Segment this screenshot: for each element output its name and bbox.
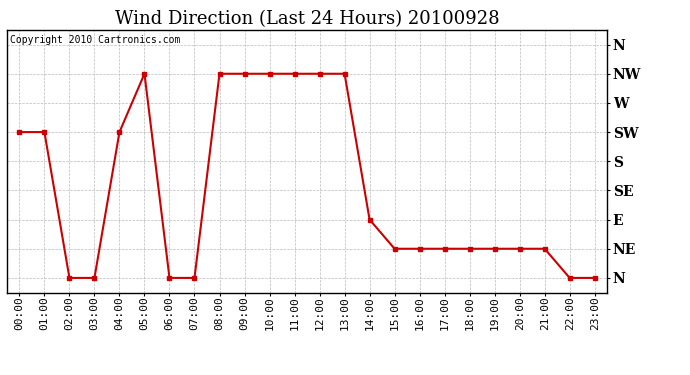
Title: Wind Direction (Last 24 Hours) 20100928: Wind Direction (Last 24 Hours) 20100928 — [115, 10, 500, 28]
Text: Copyright 2010 Cartronics.com: Copyright 2010 Cartronics.com — [10, 35, 180, 45]
